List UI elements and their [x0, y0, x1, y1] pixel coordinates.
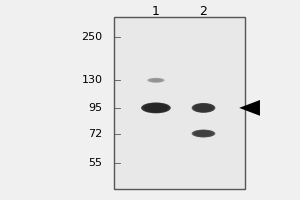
Ellipse shape [145, 104, 167, 112]
Ellipse shape [193, 103, 214, 112]
Text: 2: 2 [200, 5, 207, 18]
Text: 1: 1 [152, 5, 160, 18]
Ellipse shape [195, 131, 212, 136]
Ellipse shape [147, 105, 165, 111]
Ellipse shape [197, 105, 210, 110]
Ellipse shape [148, 78, 164, 82]
FancyBboxPatch shape [114, 17, 245, 189]
Ellipse shape [198, 106, 209, 110]
Ellipse shape [193, 130, 214, 137]
Ellipse shape [150, 79, 162, 82]
Ellipse shape [194, 104, 212, 112]
Ellipse shape [149, 78, 163, 82]
Text: 95: 95 [88, 103, 102, 113]
Ellipse shape [192, 103, 215, 113]
Ellipse shape [152, 79, 160, 81]
Ellipse shape [143, 103, 168, 112]
Ellipse shape [148, 78, 164, 83]
Ellipse shape [142, 103, 169, 113]
Ellipse shape [194, 104, 214, 112]
Ellipse shape [194, 131, 212, 137]
Ellipse shape [151, 79, 160, 82]
Ellipse shape [194, 130, 214, 137]
Ellipse shape [195, 105, 212, 111]
Ellipse shape [196, 131, 211, 136]
Text: 130: 130 [81, 75, 102, 85]
Polygon shape [239, 100, 260, 116]
Ellipse shape [148, 105, 164, 111]
Text: 250: 250 [81, 32, 102, 42]
Ellipse shape [196, 105, 211, 111]
Ellipse shape [147, 78, 165, 83]
Ellipse shape [146, 104, 166, 112]
Ellipse shape [197, 131, 210, 136]
Text: 72: 72 [88, 129, 102, 139]
Ellipse shape [192, 130, 215, 137]
Ellipse shape [151, 79, 161, 82]
Ellipse shape [141, 102, 171, 113]
Ellipse shape [198, 132, 209, 135]
Text: 55: 55 [88, 158, 102, 168]
Ellipse shape [149, 106, 163, 110]
